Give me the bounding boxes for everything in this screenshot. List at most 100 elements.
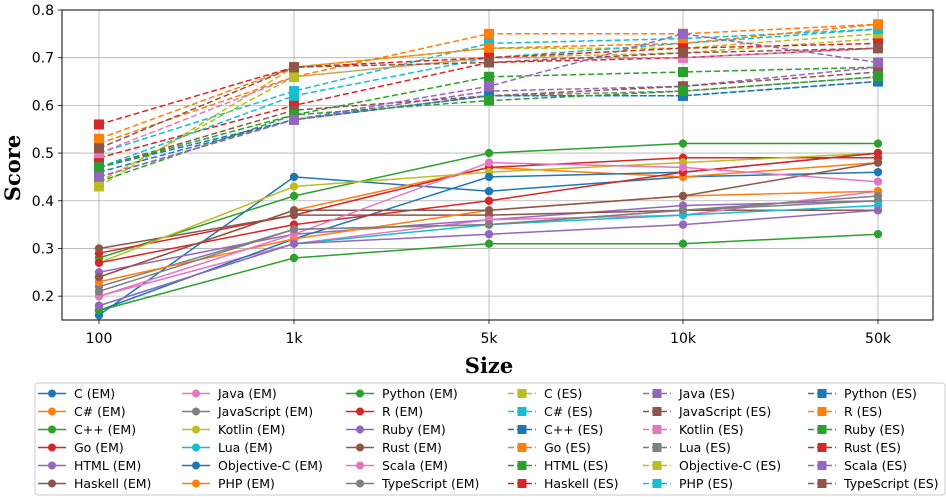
legend-item: PHP (ES) [643,476,733,491]
data-point [678,139,688,148]
data-point [289,62,299,73]
legend-label: Java (ES) [678,386,735,401]
data-point [48,425,56,434]
series-17 [94,191,883,296]
x-axis-label: Size [465,353,513,378]
legend-label: Go (EM) [74,440,124,455]
data-point [484,71,494,82]
legend-label: C# (ES) [544,404,593,419]
legend-item: Go (ES) [508,440,591,455]
y-tick-label: 0.7 [32,51,54,67]
data-point [873,206,883,215]
y-axis-label: Score [0,135,25,201]
data-point [678,239,688,248]
legend-item: C# (EM) [38,404,126,419]
series-13 [94,148,883,267]
data-point [94,301,104,310]
x-tick-label: 50k [865,331,892,347]
y-tick-label: 0.6 [32,98,54,114]
legend-item: C++ (EM) [38,422,136,437]
series-12 [94,229,883,315]
data-point [484,206,494,215]
series-lines [94,19,883,320]
data-point [289,71,299,82]
data-point [873,148,883,158]
data-point [289,172,299,182]
data-point [817,479,827,488]
legend-item: C# (ES) [508,404,593,419]
data-point [94,171,104,182]
data-point [873,139,883,148]
data-point [652,443,662,452]
data-point [652,461,662,470]
data-point [484,95,494,106]
y-tick-label: 0.5 [32,146,54,162]
y-tick-label: 0.8 [32,3,54,19]
legend-label: TypeScript (ES) [843,476,939,491]
legend-item: Scala (ES) [808,458,907,473]
data-point [678,191,688,201]
series-35 [94,43,883,154]
legend-label: R (ES) [844,404,882,419]
data-point [289,182,299,191]
legend-item: PHP (EM) [182,476,275,491]
legend-item: Ruby (EM) [346,422,446,437]
data-point [817,389,827,398]
legend-label: HTML (EM) [74,458,141,473]
x-tick-label: 5k [480,331,498,347]
data-point [678,67,688,77]
series-14 [94,206,883,310]
data-point [873,191,883,201]
data-point [289,114,299,125]
legend-label: Ruby (ES) [844,422,905,437]
data-point [817,407,827,416]
legend-item: Go (EM) [38,440,124,455]
data-point [48,407,56,416]
legend-item: C (ES) [508,386,582,401]
data-point [678,47,688,58]
series-line [98,66,879,183]
data-point [652,407,662,416]
data-point [94,143,104,154]
legend-label: Lua (EM) [218,440,273,455]
data-point [484,43,494,54]
legend-label: TypeScript (EM) [381,476,479,491]
data-point [356,389,364,398]
data-point [289,191,299,201]
legend-label: Scala (ES) [844,458,907,473]
data-point [678,220,688,229]
data-point [873,57,883,68]
data-point [678,206,688,215]
plot-frame [61,9,934,321]
data-point [356,425,364,434]
data-point [48,479,56,488]
data-point [484,148,494,158]
data-point [356,479,364,488]
data-point [484,81,494,92]
legend-label: PHP (ES) [679,476,733,491]
data-point [94,119,104,130]
legend-item: Python (ES) [808,386,917,401]
data-point [652,479,662,488]
axes: 0.2 0.3 0.4 0.5 0.6 0.7 0.8 100 1k 5k 10k 50k [32,3,892,347]
legend-item: Kotlin (EM) [182,422,285,437]
data-point [484,196,494,205]
data-point [817,461,827,470]
data-point [484,172,494,182]
data-point [289,239,299,248]
legend-label: C++ (EM) [74,422,136,437]
legend-item: Java (EM) [182,386,277,401]
data-point [873,71,883,82]
legend-item: JavaScript (EM) [182,404,313,419]
data-point [94,287,104,296]
data-point [817,443,827,452]
data-point [192,389,200,398]
data-point [192,425,200,434]
data-point [94,272,104,282]
data-point [94,133,104,144]
data-point [48,389,56,398]
legend-item: R (EM) [346,404,423,419]
data-point [873,167,883,177]
legend-label: HTML (ES) [544,458,608,473]
